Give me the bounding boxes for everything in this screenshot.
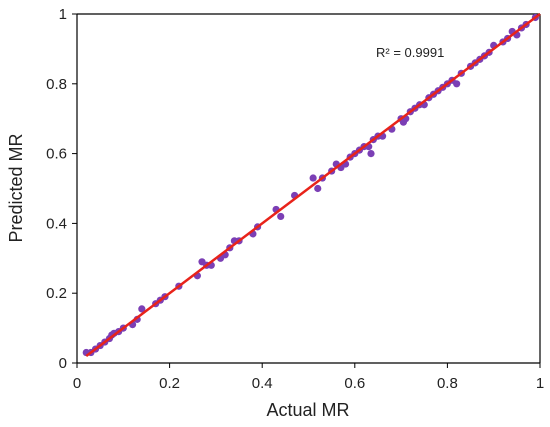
plot-area	[76, 13, 541, 364]
data-point	[138, 305, 146, 313]
x-tick-label: 0.8	[437, 375, 458, 392]
x-tick-label: 0.6	[344, 375, 365, 392]
fit-line	[85, 13, 541, 358]
y-axis-ticks: 0 0.2 0.4 0.6 0.8 1	[46, 6, 77, 372]
y-tick-label: 0.6	[46, 146, 67, 163]
data-point	[277, 212, 285, 221]
x-axis-label: Actual MR	[266, 400, 349, 420]
y-tick-label: 0.4	[46, 215, 67, 232]
y-tick-label: 0.8	[46, 76, 67, 93]
y-tick-label: 0.2	[46, 285, 67, 302]
x-tick-label: 0	[73, 375, 81, 392]
x-tick-label: 1	[536, 375, 544, 392]
data-point	[453, 80, 461, 88]
y-tick-label: 0	[59, 355, 67, 372]
r-squared-annotation: R² = 0.9991	[376, 45, 444, 60]
y-tick-label: 1	[59, 6, 67, 23]
x-axis-ticks: 0 0.2 0.4 0.6 0.8 1	[73, 363, 544, 392]
data-point	[309, 174, 317, 182]
x-tick-label: 0.2	[159, 375, 180, 392]
data-point	[314, 184, 322, 193]
x-tick-label: 0.4	[252, 375, 273, 392]
y-axis-label: Predicted MR	[6, 133, 26, 242]
data-point	[367, 150, 375, 158]
